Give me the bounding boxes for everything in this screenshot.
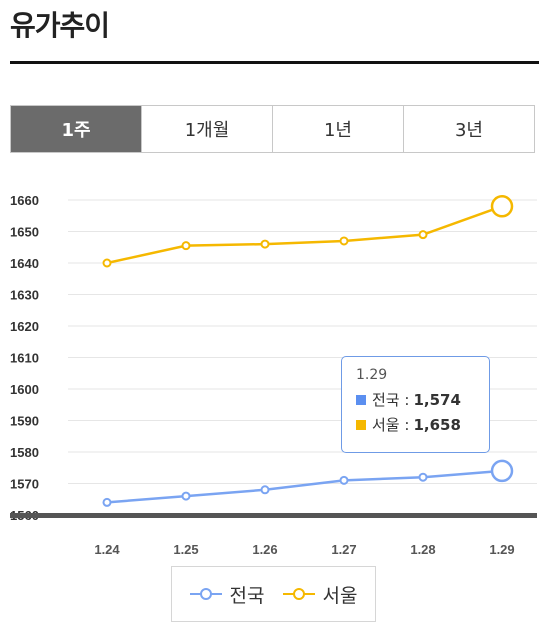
series-line: [106, 205, 503, 265]
y-tick-label: 1630: [10, 288, 39, 303]
data-point: [102, 497, 112, 507]
data-point: [490, 459, 514, 483]
tooltip-row-seoul: 서울 : 1,658: [356, 414, 475, 435]
seoul-swatch-icon: [356, 419, 366, 430]
data-point: [260, 485, 270, 495]
title-divider: [10, 61, 539, 64]
data-point: [181, 491, 191, 501]
x-tick-label: 1.28: [410, 542, 435, 557]
legend-item-national[interactable]: 전국: [189, 581, 265, 608]
tooltip-seoul-value: 1,658: [413, 415, 461, 434]
y-tick-label: 1610: [10, 351, 39, 366]
chart-legend: 전국 서울: [171, 566, 376, 622]
legend-item-seoul[interactable]: 서울: [282, 581, 358, 608]
legend-label-seoul: 서울: [322, 584, 358, 607]
y-tick-label: 1660: [10, 193, 39, 208]
y-tick-label: 1640: [10, 256, 39, 271]
data-point: [181, 241, 191, 251]
series-line: [106, 469, 503, 504]
y-tick-label: 1580: [10, 445, 39, 460]
page-title: 유가추이: [10, 9, 110, 42]
line-marker-icon: [189, 588, 222, 600]
y-tick-label: 1570: [10, 477, 39, 492]
national-swatch-icon: [356, 394, 366, 405]
tab-1-year[interactable]: 1년: [272, 106, 403, 152]
tab-1-week[interactable]: 1주: [11, 106, 141, 152]
y-tick-label: 1590: [10, 414, 39, 429]
line-marker-icon: [282, 588, 315, 600]
chart-tooltip: 1.29 전국 : 1,574 서울 : 1,658: [341, 356, 490, 453]
data-point: [418, 230, 428, 240]
y-tick-label: 1600: [10, 382, 39, 397]
tooltip-national-label: 전국 :: [372, 391, 410, 409]
x-tick-label: 1.24: [94, 542, 120, 557]
x-axis-baseline: [10, 513, 537, 518]
tab-3-years[interactable]: 3년: [403, 106, 534, 152]
x-tick-label: 1.26: [252, 542, 277, 557]
x-tick-label: 1.25: [173, 542, 198, 557]
data-point: [260, 239, 270, 249]
x-tick-label: 1.29: [489, 542, 514, 557]
tooltip-seoul-label: 서울 :: [372, 416, 410, 434]
data-point: [490, 195, 514, 218]
data-point: [102, 258, 112, 268]
period-tabs: 1주 1개월 1년 3년: [10, 105, 535, 153]
data-point: [339, 475, 349, 485]
y-tick-label: 1650: [10, 225, 39, 240]
legend-label-national: 전국: [229, 584, 265, 607]
data-point: [418, 472, 428, 482]
tooltip-row-national: 전국 : 1,574: [356, 389, 475, 410]
tooltip-date: 1.29: [356, 367, 388, 383]
y-tick-label: 1620: [10, 319, 39, 334]
data-point: [339, 236, 349, 246]
tooltip-national-value: 1,574: [413, 390, 461, 409]
tab-1-month[interactable]: 1개월: [141, 106, 272, 152]
x-tick-label: 1.27: [331, 542, 356, 557]
